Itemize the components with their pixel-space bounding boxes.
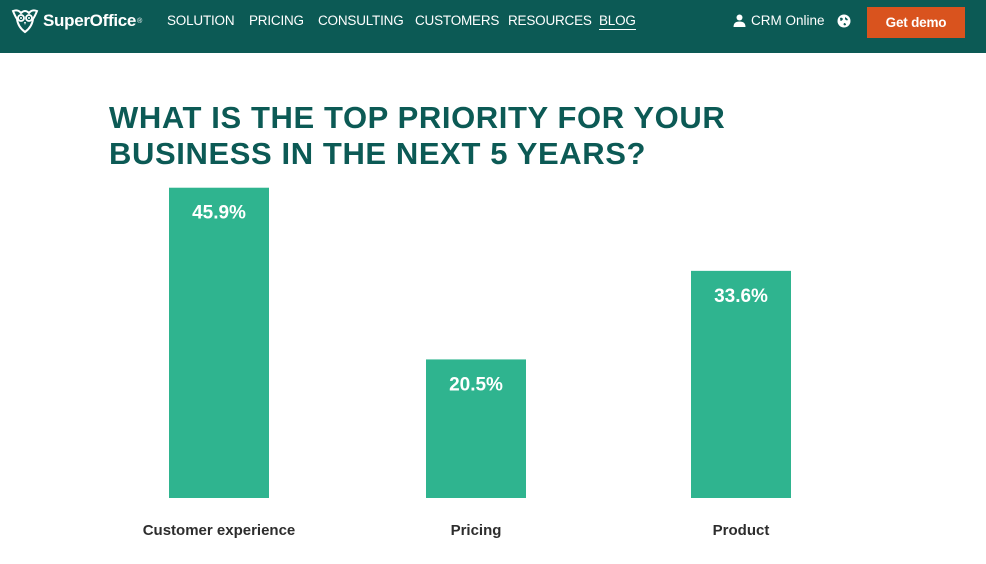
category-label: Product	[713, 522, 770, 539]
chart-title: WHAT IS THE TOP PRIORITY FOR YOUR BUSINE…	[109, 100, 726, 171]
nav-consulting[interactable]: CONSULTING	[318, 13, 404, 28]
crm-online-label: CRM Online	[751, 13, 825, 28]
bar-value-label: 33.6%	[714, 286, 768, 307]
logo-text: SuperOffice	[43, 11, 137, 30]
nav-resources[interactable]: RESOURCES	[508, 13, 592, 28]
globe-icon[interactable]	[836, 13, 852, 29]
nav-pricing[interactable]: PRICING	[249, 13, 304, 28]
bar-value-label: 45.9%	[192, 203, 246, 224]
user-icon	[733, 14, 746, 27]
bar-product	[691, 270, 791, 498]
nav-solution[interactable]: SOLUTION	[167, 13, 235, 28]
crm-online-link[interactable]: CRM Online	[733, 13, 825, 28]
category-label: Customer experience	[143, 522, 296, 539]
nav-customers[interactable]: CUSTOMERS	[415, 13, 500, 28]
bar-value-label: 20.5%	[449, 374, 503, 395]
bar-customer-experience	[169, 187, 269, 498]
site-header: SuperOffice ® SOLUTION PRICING CONSULTING…	[0, 0, 986, 53]
get-demo-button[interactable]: Get demo	[867, 7, 965, 38]
logo-registered-mark: ®	[137, 17, 143, 25]
bar-pricing	[426, 359, 526, 498]
nav-blog[interactable]: BLOG	[599, 13, 636, 30]
category-label: Pricing	[451, 522, 502, 539]
owl-icon	[11, 9, 39, 34]
superoffice-logo[interactable]: SuperOffice ®	[10, 6, 142, 36]
